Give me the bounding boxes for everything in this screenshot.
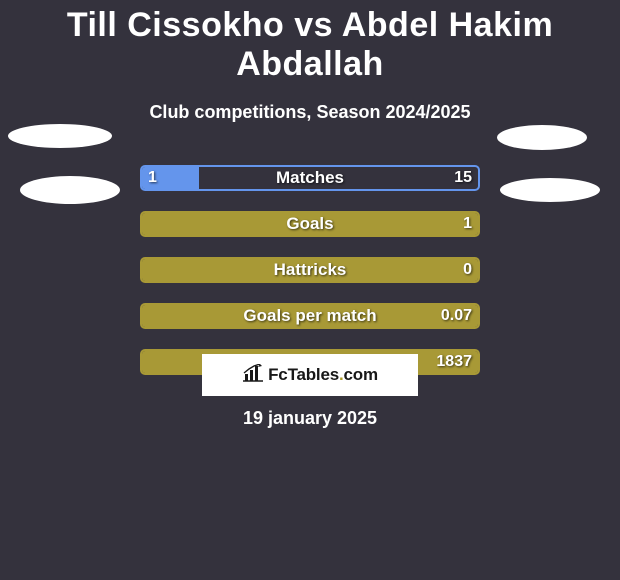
bar-track <box>140 165 480 191</box>
avatar-placeholder <box>20 176 120 204</box>
avatar-placeholder <box>497 125 587 150</box>
logo-suffix: com <box>344 365 378 385</box>
stat-row: Hattricks0 <box>0 257 620 303</box>
bar-track <box>140 211 480 237</box>
bar-track <box>140 303 480 329</box>
infographic-container: Till Cissokho vs Abdel Hakim Abdallah Cl… <box>0 0 620 580</box>
logo-text: FcTables.com <box>242 364 378 387</box>
bar-fill <box>142 259 478 281</box>
page-subtitle: Club competitions, Season 2024/2025 <box>0 102 620 123</box>
footer-date: 19 january 2025 <box>0 408 620 429</box>
avatar-placeholder <box>8 124 112 148</box>
avatar-placeholder <box>500 178 600 202</box>
stat-row: Goals per match0.07 <box>0 303 620 349</box>
bar-chart-icon <box>242 364 264 387</box>
bar-fill <box>142 213 478 235</box>
bar-fill <box>142 167 199 189</box>
stat-row: Goals1 <box>0 211 620 257</box>
page-title: Till Cissokho vs Abdel Hakim Abdallah <box>0 0 620 84</box>
logo-box: FcTables.com <box>202 354 418 396</box>
bar-track <box>140 257 480 283</box>
logo-prefix: FcTables <box>268 365 339 385</box>
bar-fill <box>142 305 478 327</box>
